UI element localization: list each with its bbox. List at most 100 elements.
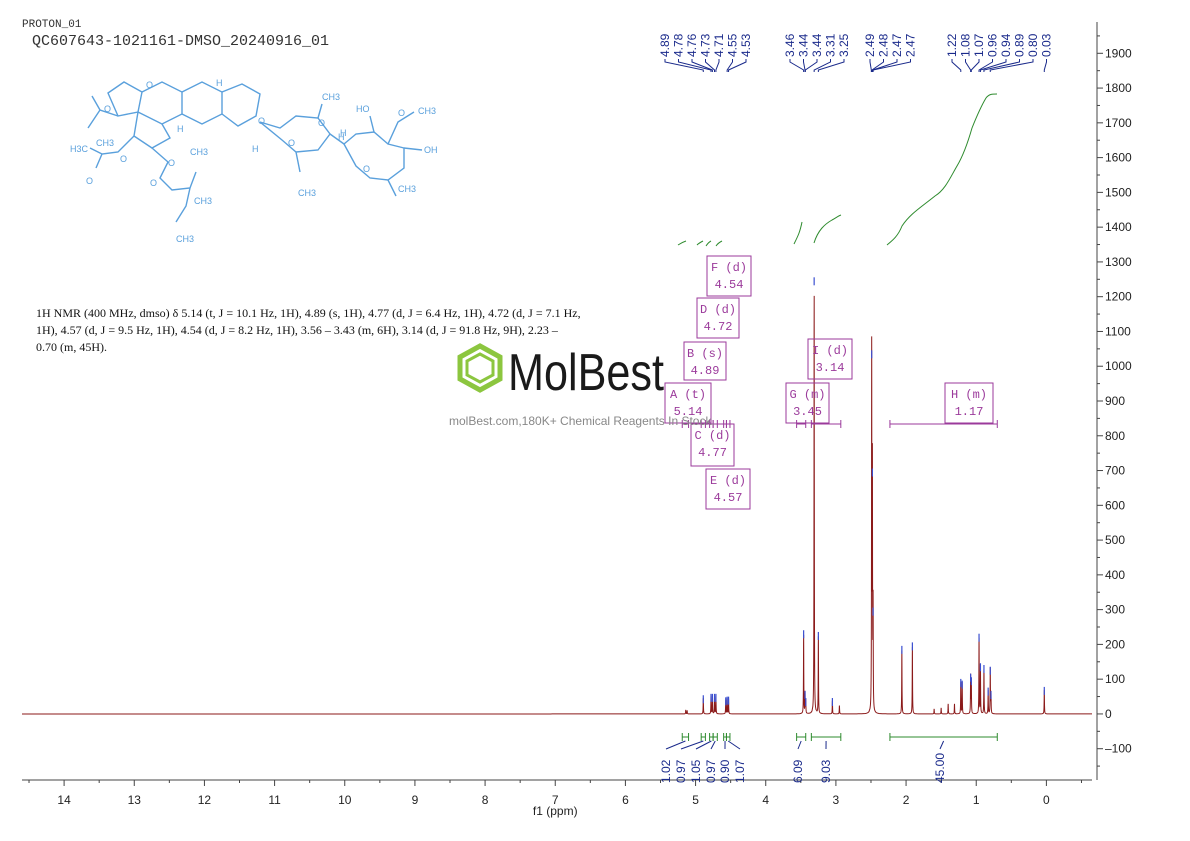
structure-label: O	[258, 116, 265, 126]
multiplet-box	[807, 338, 853, 380]
peak-label-connector	[705, 59, 716, 72]
y-tick-label: 1400	[1105, 220, 1132, 234]
x-tick-label: 12	[198, 793, 212, 807]
multiplet-label: I (d)	[812, 344, 848, 358]
structure-label: O	[150, 178, 157, 188]
integral-connector	[939, 740, 945, 750]
x-tick-label: 14	[57, 793, 71, 807]
y-tick-label: 1100	[1105, 324, 1131, 338]
integrals-layer: 1.02 0.97 1.05 0.97 0.90 1.07 6.09 9.03 45.00	[659, 733, 998, 783]
x-tick-label: 9	[412, 793, 419, 807]
integral-curve	[886, 93, 998, 246]
multiplet-shift: 5.14	[674, 405, 703, 419]
peak-label-connector	[817, 59, 845, 72]
multiplet-label: F (d)	[711, 261, 747, 275]
integral-connector	[727, 740, 741, 750]
multiplet-shift: 4.89	[691, 364, 720, 378]
spectrum-layer	[22, 277, 1092, 715]
peak-label-connector	[804, 59, 818, 72]
structure-label: H3C	[70, 144, 89, 154]
structure-bond	[221, 83, 261, 127]
peak-label-connector	[664, 59, 704, 72]
integral-curves-layer	[677, 93, 998, 247]
integral-value: 6.09	[791, 759, 805, 783]
integral-value: 1.05	[689, 759, 703, 783]
peak-label: 4.55	[726, 33, 740, 57]
structure-label: H	[177, 124, 184, 134]
structure-label: O	[398, 108, 405, 118]
peak-label: 4.89	[658, 33, 672, 57]
peak-label: 0.96	[986, 33, 1000, 57]
multiplet-shift: 4.57	[714, 491, 743, 505]
x-tick-label: 6	[622, 793, 629, 807]
structure-bond	[87, 95, 119, 129]
multiplet-shift: 4.54	[715, 278, 744, 292]
peak-label-connector	[1043, 59, 1047, 72]
integral-value: 0.97	[704, 759, 718, 783]
peak-label-connector	[951, 59, 962, 72]
y-tick-label: 1200	[1105, 290, 1132, 304]
structure-label: CH3	[176, 234, 194, 244]
peak-label-connector	[979, 59, 1007, 72]
structure-label: CH3	[298, 188, 316, 198]
integral-curve	[813, 214, 842, 244]
integral-connector	[665, 740, 686, 750]
integral-value: 45.00	[933, 753, 947, 783]
integral-connector	[680, 740, 704, 750]
multiplet-shift: 1.17	[955, 405, 984, 419]
y-tick-label: 100	[1105, 672, 1125, 686]
structure-bond	[137, 81, 183, 125]
structure-label: O	[146, 80, 153, 90]
y-tick-label: 700	[1105, 464, 1125, 478]
structure-bond	[369, 111, 423, 197]
watermark-tagline: molBest.com,180K+ Chemical Reagents In S…	[449, 414, 715, 428]
peak-label: 1.22	[945, 33, 959, 57]
peak-label: 2.47	[890, 33, 904, 57]
peak-label-connector	[678, 59, 712, 72]
peak-label: 0.03	[1040, 33, 1054, 57]
multiplet-box	[944, 382, 994, 424]
spectrum-title: PROTON_01	[22, 19, 82, 31]
peak-label: 3.31	[824, 33, 838, 57]
peak-label-connector	[869, 59, 872, 72]
multiplet-box	[683, 341, 727, 381]
y-tick-label: 200	[1105, 637, 1125, 651]
structure-label: O	[318, 118, 325, 128]
x-tick-label: 7	[552, 793, 559, 807]
structure-bond	[343, 131, 405, 181]
peak-label: 4.53	[739, 33, 753, 57]
integral-value: 0.90	[718, 759, 732, 783]
peak-label-connector	[691, 59, 713, 72]
x-tick-label: 4	[762, 793, 769, 807]
peak-label: 4.73	[699, 33, 713, 57]
y-tick-label: 1000	[1105, 359, 1132, 373]
structure-label: HO	[356, 104, 370, 114]
multiplet-label: B (s)	[687, 347, 723, 361]
peak-label-connector	[871, 59, 884, 72]
x-tick-label: 8	[482, 793, 489, 807]
integral-connector	[797, 740, 802, 750]
y-tick-label: 0	[1105, 707, 1112, 721]
peak-label-connector	[813, 59, 831, 72]
structure-label: H	[252, 144, 259, 154]
chemical-structure: O H O H H O CH3 O HO O CH3 H H O OH H3C …	[70, 78, 438, 244]
integral-curve	[677, 240, 687, 246]
watermark-brand: MolBest	[508, 344, 664, 402]
structure-label: O	[363, 164, 370, 174]
y-tick-label: 400	[1105, 568, 1125, 582]
integral-connector	[710, 740, 716, 750]
peak-label: 2.49	[863, 33, 877, 57]
multiplet-shift: 3.45	[793, 405, 822, 419]
peak-label-connector	[989, 59, 1034, 72]
integral-value: 1.02	[659, 759, 673, 783]
structure-label: CH3	[418, 106, 436, 116]
structure-label: H	[216, 78, 223, 88]
y-tick-label: 900	[1105, 394, 1125, 408]
multiplet-box	[705, 468, 751, 510]
hexagon-icon	[457, 343, 503, 393]
structure-label: H	[340, 128, 347, 138]
structure-bond	[295, 103, 345, 173]
multiplet-shift: 4.77	[698, 446, 727, 460]
peak-label-connector	[978, 59, 993, 72]
